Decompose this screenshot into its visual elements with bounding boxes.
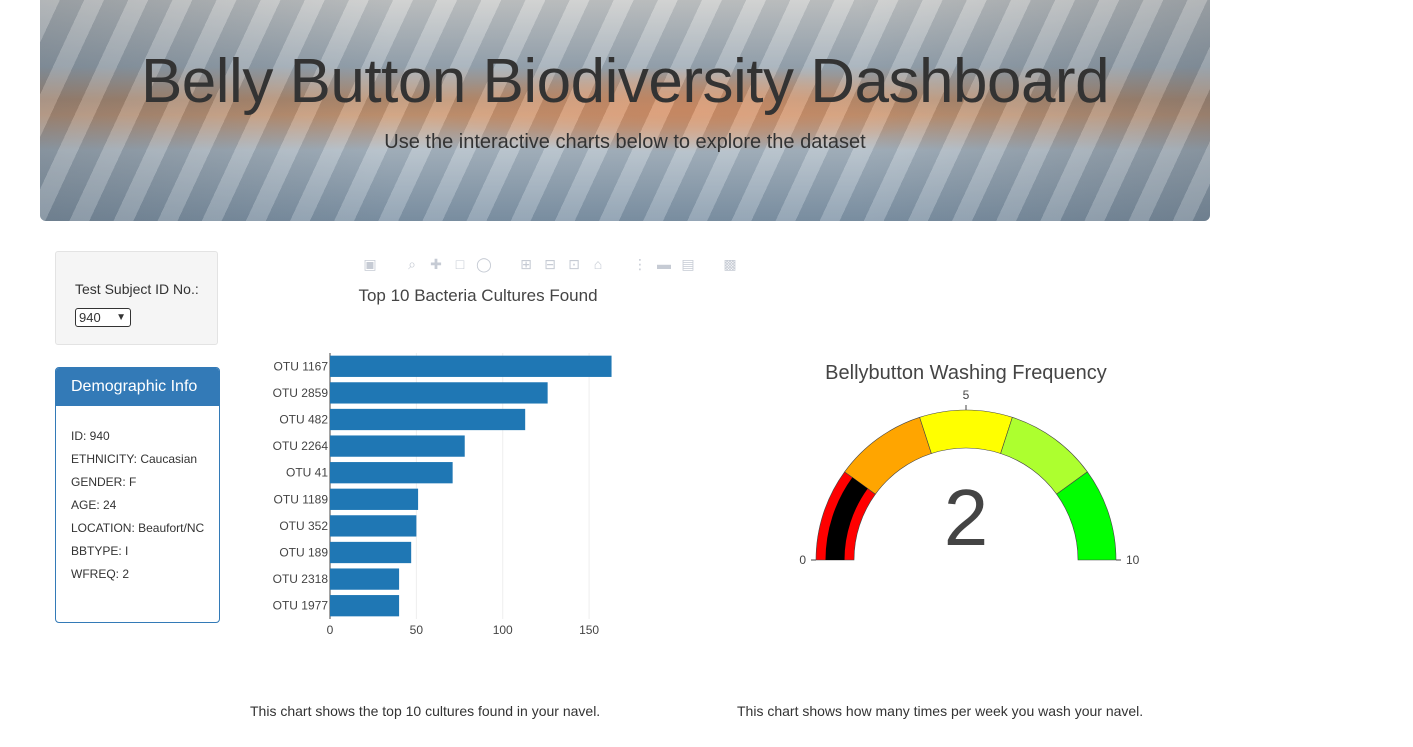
bar-chart-title: Top 10 Bacteria Cultures Found <box>358 286 597 305</box>
bar[interactable] <box>330 408 526 431</box>
zoom-out-icon[interactable]: ⊟ <box>544 256 556 272</box>
bar[interactable] <box>330 488 419 510</box>
bar[interactable] <box>330 541 412 564</box>
demographic-row: WFREQ: 2 <box>71 567 130 581</box>
subject-id-selected: 940 <box>79 310 101 325</box>
bar-x-tick-label: 100 <box>493 623 513 637</box>
bar-y-tick-label: OTU 1189 <box>274 492 329 506</box>
bar-series <box>330 355 612 617</box>
gauge-value-arc <box>825 477 868 560</box>
gauge-chart-title: Bellybutton Washing Frequency <box>825 362 1107 384</box>
bar-y-tick-label: OTU 482 <box>279 413 328 427</box>
bar[interactable] <box>330 382 548 404</box>
bar[interactable] <box>330 515 417 537</box>
subject-selector-well: Test Subject ID No.: 940 ▼ <box>55 251 218 345</box>
bar-y-tick-label: OTU 189 <box>279 546 328 560</box>
bar-y-tick-label: OTU 1167 <box>274 359 329 373</box>
demographic-row: AGE: 24 <box>71 498 117 512</box>
demographic-row: GENDER: F <box>71 475 137 489</box>
bar-x-tick-label: 50 <box>410 623 424 637</box>
bar[interactable] <box>330 595 400 617</box>
gauge-value-label: 2 <box>944 473 989 562</box>
bar-y-tick-label: OTU 352 <box>279 519 328 533</box>
gauge-value-bar <box>825 477 868 560</box>
zoom-icon[interactable]: ⌕ <box>408 256 416 272</box>
box-select-icon[interactable]: □ <box>455 256 465 272</box>
demographic-row: ETHNICITY: Caucasian <box>71 452 198 466</box>
spike-lines-icon[interactable]: ⋮ <box>633 256 647 272</box>
bar-y-tick-label: OTU 2318 <box>273 572 329 586</box>
subject-id-select[interactable]: 940 ▼ <box>75 308 131 327</box>
bar-x-tick-label: 150 <box>579 623 599 637</box>
lasso-select-icon[interactable]: ◯ <box>476 256 492 272</box>
gauge-tick-label: 5 <box>963 388 970 402</box>
bar-y-tick-label: OTU 2859 <box>273 386 329 400</box>
page-title: Belly Button Biodiversity Dashboard <box>140 47 1110 116</box>
bar-y-tick-label: OTU 2264 <box>273 439 329 453</box>
reset-axes-icon[interactable]: ⌂ <box>593 256 603 272</box>
bar-x-tick-labels: 0 50 100 150 <box>327 623 600 637</box>
gauge-tick-label: 10 <box>1126 553 1140 567</box>
subject-selector-label: Test Subject ID No.: <box>75 281 199 297</box>
gauge-ticks: 0 5 10 <box>799 388 1139 567</box>
gauge-chart-caption: This chart shows how many times per week… <box>737 703 1144 719</box>
header-banner: Belly Button Biodiversity Dashboard Use … <box>40 0 1210 221</box>
plotly-logo-icon[interactable]: ▩ <box>723 256 737 272</box>
zoom-in-icon[interactable]: ⊞ <box>520 256 532 272</box>
bar[interactable] <box>330 435 465 457</box>
camera-icon[interactable]: ▣ <box>363 256 377 272</box>
gauge-chart: Bellybutton Washing Frequency 0 5 10 2 <box>799 362 1139 567</box>
demographic-panel-body: ID: 940 ETHNICITY: Caucasian GENDER: F A… <box>56 406 219 581</box>
demographic-panel: Demographic Info ID: 940 ETHNICITY: Cauc… <box>55 367 220 623</box>
pan-icon[interactable]: ✚ <box>430 256 442 272</box>
demographic-row: LOCATION: Beaufort/NC <box>71 521 205 535</box>
bar-chart-caption: This chart shows the top 10 cultures fou… <box>250 703 601 719</box>
demographic-panel-heading: Demographic Info <box>56 368 219 406</box>
hover-closest-icon[interactable]: ▬ <box>657 256 671 272</box>
bar[interactable] <box>330 355 612 377</box>
bar[interactable] <box>330 568 400 590</box>
gauge-tick-label: 0 <box>799 553 806 567</box>
gauge-step <box>919 409 1013 454</box>
bar-x-tick-label: 0 <box>327 623 334 637</box>
chart-modebar: ▣ ⌕ ✚ □ ◯ ⊞ ⊟ ⊡ ⌂ ⋮ ▬ ▤ ▩ <box>362 254 738 274</box>
autoscale-icon[interactable]: ⊡ <box>568 256 580 272</box>
page-subtitle: Use the interactive charts below to expl… <box>384 131 866 153</box>
bar-chart: Top 10 Bacteria Cultures Found OTU 1167O… <box>273 286 612 637</box>
bar-y-tick-label: OTU 1977 <box>273 599 329 613</box>
chevron-down-icon: ▼ <box>116 312 126 323</box>
bar[interactable] <box>330 462 453 484</box>
bar-y-tick-label: OTU 41 <box>286 466 328 480</box>
hover-compare-icon[interactable]: ▤ <box>681 256 695 272</box>
demographic-row: BBTYPE: I <box>71 544 129 558</box>
bar-y-tick-labels: OTU 1167 OTU 2859 OTU 482 OTU 2264 OTU 41 OTU… <box>273 359 329 612</box>
demographic-row: ID: 940 <box>71 429 110 443</box>
